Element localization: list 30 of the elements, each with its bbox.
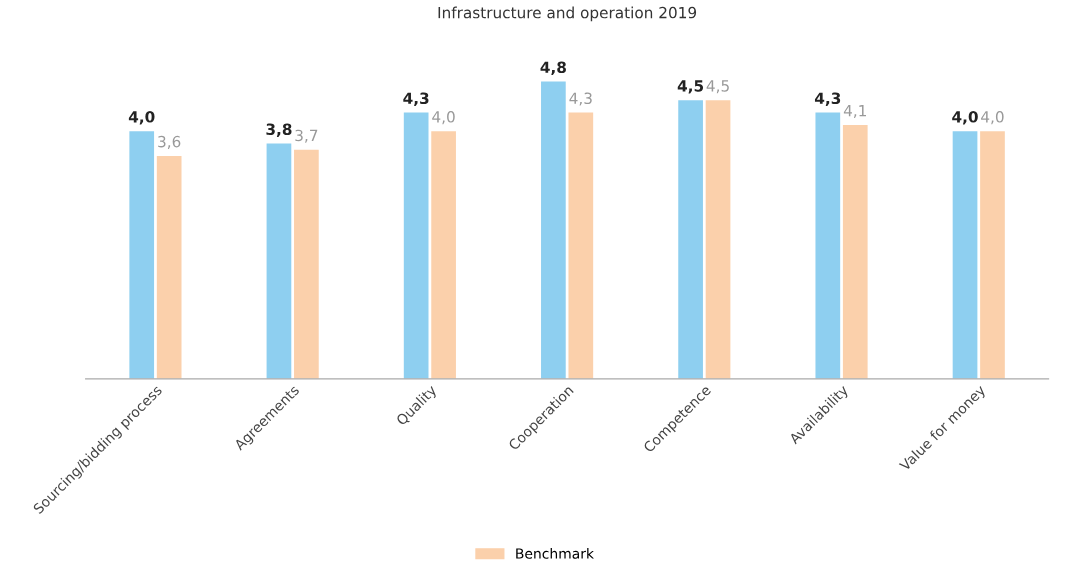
bar: [980, 131, 1005, 379]
data-label: 4,8: [540, 61, 566, 76]
data-label: 4,5: [706, 80, 729, 94]
data-label: 4,0: [432, 111, 455, 125]
bar: [568, 112, 594, 379]
data-label: 3,8: [266, 123, 292, 137]
data-label: 4,0: [952, 111, 978, 125]
bar: [431, 131, 456, 379]
data-label: 4,1: [843, 105, 866, 118]
data-label: 4,3: [569, 92, 592, 106]
bar: [705, 100, 731, 379]
bar: [541, 81, 566, 379]
bar: [266, 143, 292, 379]
bar: [129, 131, 155, 379]
bar: [678, 100, 703, 379]
bar: [842, 124, 868, 379]
bar: [403, 112, 429, 379]
data-label: 3,6: [158, 135, 181, 149]
bar: [815, 112, 841, 379]
legend-label: Benchmark: [516, 548, 594, 559]
data-label: 4,3: [403, 92, 429, 106]
bar: [952, 131, 978, 379]
chart-title: Infrastructure and operation 2019: [438, 6, 697, 22]
data-label: 4,0: [128, 111, 155, 125]
data-label: 4,0: [981, 111, 1004, 125]
data-label: 4,5: [677, 80, 704, 94]
data-label: 3,7: [295, 129, 318, 143]
data-label: 4,3: [814, 92, 841, 106]
bar: [294, 149, 319, 379]
bar: [156, 155, 182, 379]
